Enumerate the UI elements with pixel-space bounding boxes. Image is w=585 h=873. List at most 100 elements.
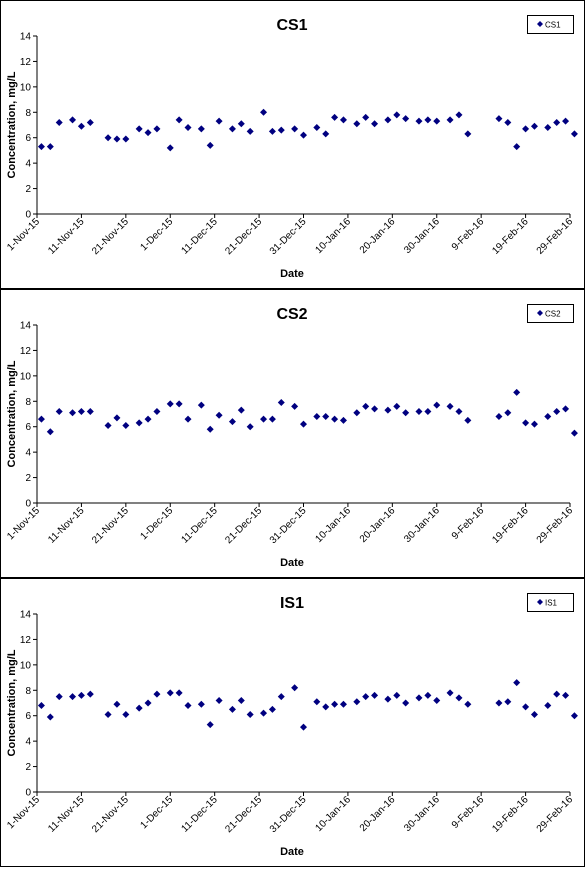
data-point <box>553 118 561 126</box>
x-axis-title: Date <box>280 557 304 569</box>
data-point <box>562 691 570 699</box>
data-point <box>339 116 347 124</box>
data-point <box>153 690 161 698</box>
data-point <box>153 125 161 133</box>
data-point <box>362 693 370 701</box>
data-point <box>313 124 321 132</box>
data-point <box>504 698 512 706</box>
y-tick-label: 10 <box>20 660 32 671</box>
data-point <box>291 684 299 692</box>
y-tick-label: 12 <box>20 57 32 68</box>
data-point <box>384 695 392 703</box>
data-point <box>46 713 54 721</box>
x-axis-title: Date <box>280 846 304 858</box>
data-point <box>69 116 77 124</box>
data-point <box>135 704 143 712</box>
data-point <box>513 388 521 396</box>
legend: CS1 <box>527 15 574 34</box>
data-point <box>371 691 379 699</box>
data-point <box>77 691 85 699</box>
data-point <box>544 702 552 710</box>
data-point <box>277 693 285 701</box>
y-tick-label: 2 <box>25 762 31 773</box>
data-point <box>455 111 463 119</box>
data-point <box>530 710 538 718</box>
data-point <box>402 115 410 123</box>
data-point <box>562 117 570 125</box>
chart-title: CS2 <box>276 306 307 323</box>
y-tick-label: 10 <box>20 371 32 382</box>
data-point <box>353 409 361 417</box>
data-point <box>371 405 379 413</box>
data-point <box>513 143 521 151</box>
data-point <box>570 429 578 437</box>
legend: CS2 <box>527 304 574 323</box>
data-point <box>446 402 454 410</box>
data-point <box>504 409 512 417</box>
data-point <box>331 415 339 423</box>
data-point <box>362 113 370 121</box>
data-point <box>553 690 561 698</box>
y-tick-label: 4 <box>25 448 31 459</box>
y-axis-title: Concentration, mg/L <box>6 71 18 178</box>
data-point <box>37 415 45 423</box>
data-point <box>570 712 578 720</box>
data-point <box>215 117 223 125</box>
data-point <box>339 416 347 424</box>
data-point <box>166 144 174 152</box>
data-point <box>246 423 254 431</box>
y-tick-label: 8 <box>25 686 31 697</box>
data-point <box>495 699 503 707</box>
y-tick-label: 14 <box>20 610 32 621</box>
data-point <box>415 407 423 415</box>
data-point <box>384 406 392 414</box>
data-point <box>530 420 538 428</box>
data-point <box>339 700 347 708</box>
data-point <box>433 696 441 704</box>
data-point <box>291 402 299 410</box>
y-tick-label: 8 <box>25 397 31 408</box>
data-point <box>237 406 245 414</box>
data-point <box>371 120 379 128</box>
data-point <box>184 415 192 423</box>
data-point <box>86 407 94 415</box>
data-point <box>300 131 307 139</box>
panel-frame <box>0 578 585 867</box>
data-point <box>362 402 370 410</box>
y-tick-label: 14 <box>20 321 32 332</box>
data-point <box>464 416 472 424</box>
data-point <box>300 723 307 731</box>
legend-box <box>527 593 574 612</box>
data-point <box>237 696 245 704</box>
data-point <box>353 120 361 128</box>
data-point <box>215 696 223 704</box>
data-point <box>206 425 214 433</box>
data-point <box>206 721 214 729</box>
data-point <box>522 703 530 711</box>
y-tick-label: 14 <box>20 32 32 43</box>
data-point <box>313 413 321 421</box>
data-point <box>206 141 214 149</box>
data-point <box>175 116 183 124</box>
y-tick-label: 10 <box>20 82 32 93</box>
data-point <box>300 420 307 428</box>
legend-marker <box>537 310 543 316</box>
y-axis-title: Concentration, mg/L <box>6 360 18 467</box>
data-point <box>331 700 339 708</box>
data-point <box>86 690 94 698</box>
data-point <box>135 125 143 133</box>
data-point <box>113 414 121 422</box>
data-point <box>215 411 223 419</box>
data-point <box>415 117 423 125</box>
data-point <box>446 689 454 697</box>
legend-marker <box>537 21 543 27</box>
y-tick-label: 6 <box>25 133 31 144</box>
chart-title: IS1 <box>280 595 304 612</box>
data-point <box>104 710 112 718</box>
data-point <box>197 401 205 409</box>
data-point <box>197 125 205 133</box>
data-point <box>513 679 521 687</box>
data-point <box>260 108 268 116</box>
